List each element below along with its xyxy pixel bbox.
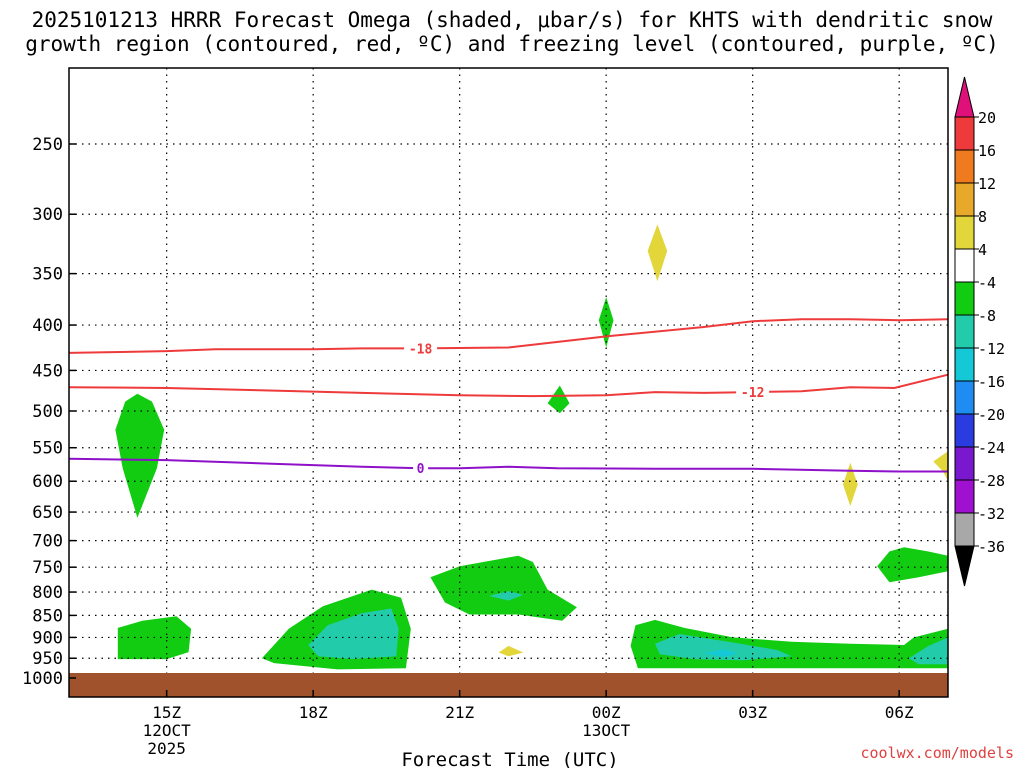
shaded-omega-gt-4 <box>498 645 524 657</box>
y-tick-label-350: 350 <box>32 265 63 285</box>
colorbar-bin-12-to-16 <box>954 149 975 184</box>
colorbar-bin--36-to--32 <box>954 512 975 547</box>
shaded-omega-gt-4 <box>647 224 668 282</box>
colorbar-bin-16-to-20 <box>954 116 975 151</box>
colorbar-label--20: -20 <box>978 406 1005 424</box>
y-tick-label-900: 900 <box>32 628 63 648</box>
y-tick-label-750: 750 <box>32 558 63 578</box>
shaded-omega-lt-minus4 <box>430 555 577 621</box>
chart-title-line-2: growth region (contoured, red, ºC) and f… <box>25 32 999 56</box>
shaded-omega-lt-minus8 <box>908 637 948 665</box>
freezing-level-0C-label: 0 <box>417 462 425 477</box>
x-tick-label-06Z: 06Z <box>885 703 914 722</box>
x-tick-label-15Z: 15Z <box>152 703 181 722</box>
freezing-level-0C <box>68 457 948 473</box>
y-tick-label-450: 450 <box>32 361 63 381</box>
y-tick-label-700: 700 <box>32 532 63 552</box>
colorbar-label-20: 20 <box>978 109 996 127</box>
isotherm-minus12-label: -12 <box>741 386 764 401</box>
shaded-omega-lt-minus8 <box>489 591 524 601</box>
y-tick-label-950: 950 <box>32 649 63 669</box>
colorbar-bin-4-to-8 <box>954 215 975 250</box>
x-tick-label-00Z: 00Z <box>592 703 621 722</box>
y-tick-label-800: 800 <box>32 583 63 603</box>
colorbar-bin--4-to-4 <box>954 248 975 283</box>
shaded-omega-lt-minus8 <box>308 608 399 660</box>
y-tick-label-300: 300 <box>32 205 63 225</box>
y-tick-label-500: 500 <box>32 402 63 422</box>
y-tick-label-250: 250 <box>32 135 63 155</box>
isotherm-minus18-label-bg <box>404 341 438 356</box>
x-tick-label-21Z: 21Z <box>445 703 474 722</box>
colorbar-label-12: 12 <box>978 175 996 193</box>
colorbar-under-arrow <box>954 545 975 587</box>
plot-frame <box>68 67 949 698</box>
x-axis-label: Forecast Time (UTC) <box>401 749 618 768</box>
shaded-omega-lt-minus12 <box>703 649 738 657</box>
colorbar-label--28: -28 <box>978 472 1005 490</box>
shaded-omega-gt-4 <box>843 462 858 507</box>
colorbar-label--16: -16 <box>978 373 1005 391</box>
isotherm-minus18-label: -18 <box>409 342 433 357</box>
x-tick-date-15Z: 12OCT <box>143 721 192 740</box>
y-tick-label-550: 550 <box>32 439 63 459</box>
colorbar-label-8: 8 <box>978 208 987 226</box>
x-tick-label-18Z: 18Z <box>299 703 328 722</box>
colorbar-label--4: -4 <box>978 274 996 292</box>
y-tick-label-400: 400 <box>32 316 63 336</box>
colorbar-bin--8-to--4 <box>954 281 975 316</box>
colorbar-bin--24-to--20 <box>954 413 975 448</box>
isotherm-minus12 <box>68 373 949 398</box>
x-tick-label-03Z: 03Z <box>738 703 767 722</box>
x-tick-year-15Z: 2025 <box>147 739 186 758</box>
y-tick-label-850: 850 <box>32 606 63 626</box>
footer-credit[interactable]: coolwx.com/models <box>860 744 1014 762</box>
y-tick-label-600: 600 <box>32 472 63 492</box>
isotherm-minus12-label-bg <box>736 385 770 400</box>
chart-title-line-1: 2025101213 HRRR Forecast Omega (shaded, … <box>31 8 993 32</box>
ground-below-surface <box>69 673 948 697</box>
colorbar-bin-8-to-12 <box>954 182 975 217</box>
colorbar-label--36: -36 <box>978 538 1005 556</box>
y-tick-label-1000: 1000 <box>22 669 63 689</box>
colorbar-label--24: -24 <box>978 439 1005 457</box>
colorbar-label-16: 16 <box>978 142 996 160</box>
colorbar-bin--20-to--16 <box>954 380 975 415</box>
colorbar-bin--32-to--28 <box>954 479 975 514</box>
colorbar-label--12: -12 <box>978 340 1005 358</box>
colorbar-label-4: 4 <box>978 241 987 259</box>
colorbar-bin--16-to--12 <box>954 347 975 382</box>
colorbar-bin--28-to--24 <box>954 446 975 481</box>
colorbar-over-arrow <box>954 76 975 118</box>
colorbar-label--32: -32 <box>978 505 1005 523</box>
shaded-omega-lt-minus4 <box>877 547 948 583</box>
shaded-omega-lt-minus4 <box>115 393 165 518</box>
x-tick-date-00Z: 13OCT <box>582 721 631 740</box>
colorbar-label--8: -8 <box>978 307 996 325</box>
shaded-omega-lt-minus8 <box>655 634 792 661</box>
colorbar-bin--12-to--8 <box>954 314 975 349</box>
shaded-omega-gt-4 <box>933 451 948 482</box>
freezing-level-0C-label-bg <box>413 461 429 476</box>
shaded-omega-lt-minus4 <box>547 385 570 414</box>
isotherm-minus18 <box>68 318 949 354</box>
y-tick-label-650: 650 <box>32 503 63 523</box>
